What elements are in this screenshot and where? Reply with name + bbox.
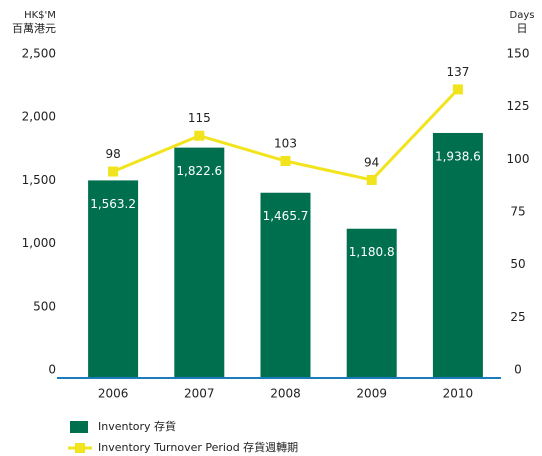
y2-tick-label: 125 [507,99,530,113]
x-tick-label: 2006 [98,387,129,401]
line-marker [194,130,205,141]
line-value-label: 98 [105,147,120,161]
line-marker [280,156,291,167]
y-tick-label: 1,500 [22,173,56,187]
y2-tick-label: 75 [510,205,525,219]
bar-value-label: 1,465.7 [263,209,309,223]
y-axis-label: 百萬港元 [12,22,56,35]
legend-swatch [75,443,85,453]
x-tick-label: 2007 [184,387,215,401]
y-tick-label: 0 [48,363,56,377]
line [112,88,459,182]
y2-axis-label: 日 [517,22,528,35]
y-tick-label: 2,500 [22,47,56,61]
bar [174,147,225,378]
legend-label: Inventory Turnover Period 存貨週轉期 [98,440,298,454]
y2-tick-label: 25 [510,310,525,324]
line-marker [452,84,463,95]
line-value-label: 115 [188,111,211,125]
y2-tick-label: 100 [507,152,530,166]
y-tick-label: 500 [33,299,56,313]
x-tick-label: 2008 [270,387,301,401]
y2-tick-label: 150 [507,47,530,61]
bar-value-label: 1,563.2 [90,197,136,211]
y-tick-label: 1,000 [22,236,56,250]
y2-axis-label: Days [510,10,535,21]
x-tick-label: 2009 [356,387,387,401]
bar-value-label: 1,938.6 [435,149,481,163]
x-tick-label: 2010 [443,387,474,401]
line-value-label: 94 [364,155,379,169]
legend-swatch [70,421,88,433]
bar [88,180,139,378]
line-marker [108,166,119,177]
line-value-label: 103 [274,137,297,151]
y2-tick-label: 0 [514,363,522,377]
bar [260,192,311,378]
bar-value-label: 1,822.6 [176,164,222,178]
y2-tick-label: 50 [510,257,525,271]
bar [432,132,483,378]
legend-label: Inventory 存貨 [98,419,176,433]
line-marker [366,174,377,185]
bar [346,228,397,378]
y-axis-label: HK$'M [24,10,56,21]
bar-value-label: 1,180.8 [349,245,395,259]
y-tick-label: 2,000 [22,110,56,124]
line-value-label: 137 [446,65,469,79]
